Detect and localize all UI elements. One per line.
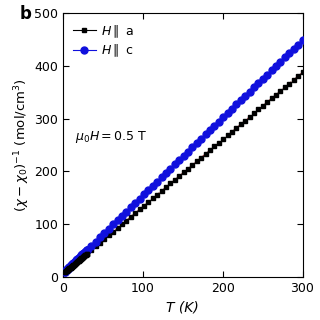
Legend: $H \parallel$ a, $H \parallel$ c: $H \parallel$ a, $H \parallel$ c xyxy=(68,18,139,64)
$H \parallel$ c xyxy=(296,43,300,46)
$H \parallel$ c xyxy=(120,214,124,218)
$H \parallel$ a xyxy=(274,93,278,97)
X-axis label: T (K): T (K) xyxy=(166,300,199,315)
$H \parallel$ a xyxy=(89,248,93,252)
$H \parallel$ c xyxy=(300,38,304,42)
Line: $H \parallel$ a: $H \parallel$ a xyxy=(62,70,305,275)
$H \parallel$ c xyxy=(107,227,111,231)
$H \parallel$ c xyxy=(151,184,155,188)
Text: b: b xyxy=(20,5,32,23)
$H \parallel$ a xyxy=(120,222,124,226)
$H \parallel$ c xyxy=(63,270,67,274)
$H \parallel$ c xyxy=(89,244,93,248)
Text: $\mu_0 H = 0.5$ T: $\mu_0 H = 0.5$ T xyxy=(75,129,148,145)
Y-axis label: $(\chi - \chi_0)^{-1}$ (mol/cm$^3$): $(\chi - \chi_0)^{-1}$ (mol/cm$^3$) xyxy=(12,78,32,212)
$H \parallel$ a xyxy=(63,270,67,274)
$H \parallel$ a xyxy=(296,74,300,78)
$H \parallel$ a xyxy=(300,70,304,74)
Line: $H \parallel$ c: $H \parallel$ c xyxy=(61,37,306,275)
$H \parallel$ a xyxy=(151,196,155,200)
$H \parallel$ a xyxy=(107,233,111,237)
$H \parallel$ c xyxy=(274,64,278,68)
